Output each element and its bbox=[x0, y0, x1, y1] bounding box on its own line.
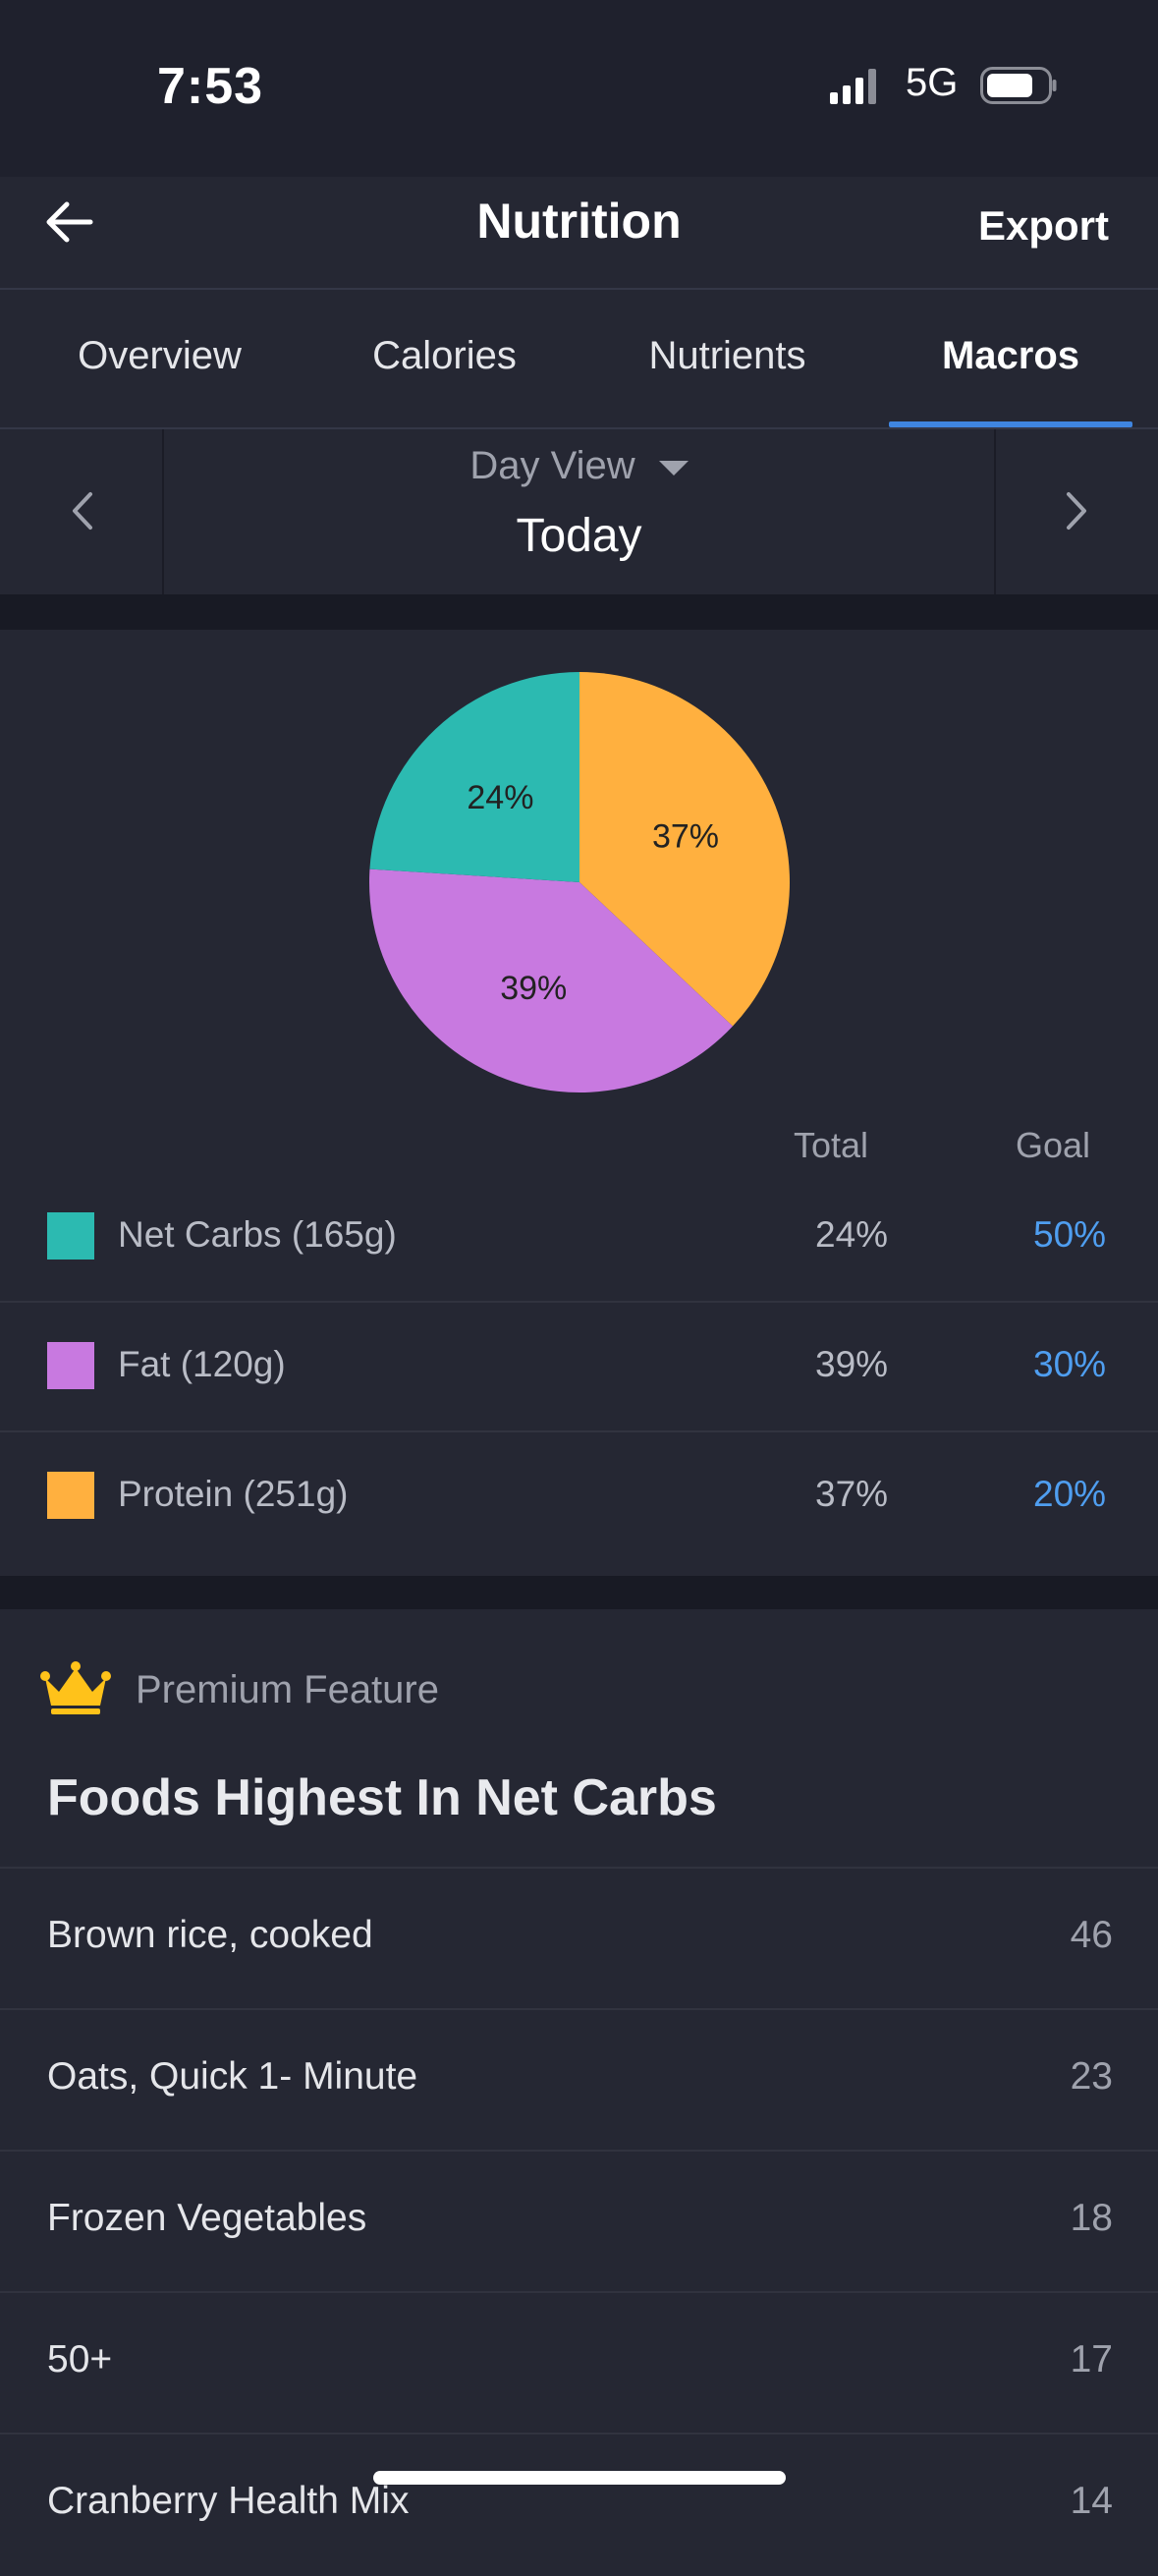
day-selector bbox=[0, 429, 1158, 594]
divider bbox=[0, 1867, 1158, 1869]
macro-label: Net Carbs (165g) bbox=[118, 1214, 397, 1255]
food-name: Oats, Quick 1- Minute bbox=[47, 2055, 418, 2098]
arrow-left-icon[interactable] bbox=[39, 193, 98, 252]
export-button[interactable]: Export bbox=[977, 202, 1109, 249]
divider bbox=[0, 2433, 1158, 2435]
caret-down-icon bbox=[658, 460, 689, 476]
date-label: Today bbox=[516, 510, 642, 562]
macro-label: Protein (251g) bbox=[118, 1474, 349, 1514]
crown-icon bbox=[40, 1661, 111, 1714]
column-header-total: Total bbox=[794, 1125, 869, 1165]
pie-slice-net-carbs bbox=[369, 672, 579, 882]
section-separator bbox=[0, 1576, 1158, 1609]
page-title: Nutrition bbox=[476, 194, 682, 249]
status-bar bbox=[0, 0, 1158, 177]
list-item[interactable]: Cranberry Health Mix 14 bbox=[0, 2435, 1158, 2576]
food-value: 14 bbox=[1070, 2480, 1113, 2522]
legend-swatch bbox=[47, 1472, 94, 1519]
food-value: 46 bbox=[1070, 1914, 1113, 1956]
macros-pie-chart: 37% 39% 24% bbox=[369, 672, 790, 1092]
view-mode-dropdown[interactable]: Day View bbox=[0, 444, 1158, 488]
pie-label-protein: 37% bbox=[652, 817, 719, 855]
macro-row-protein[interactable]: Protein (251g) 37% 20% bbox=[0, 1432, 1158, 1560]
food-value: 18 bbox=[1070, 2197, 1113, 2239]
column-header-goal: Goal bbox=[1016, 1125, 1091, 1165]
pie-label-net-carbs: 24% bbox=[467, 779, 533, 816]
divider bbox=[0, 2150, 1158, 2152]
pie-slice-fat bbox=[369, 868, 733, 1092]
view-mode-label: Day View bbox=[469, 444, 635, 487]
legend-swatch bbox=[47, 1212, 94, 1260]
premium-section bbox=[0, 1609, 1158, 2511]
list-item[interactable]: 50+ 17 bbox=[0, 2293, 1158, 2435]
divider bbox=[0, 288, 1158, 290]
macro-total: 37% bbox=[815, 1474, 889, 1514]
section-separator bbox=[0, 594, 1158, 630]
macro-row-net-carbs[interactable]: Net Carbs (165g) 24% 50% bbox=[0, 1173, 1158, 1301]
food-name: Frozen Vegetables bbox=[47, 2197, 367, 2239]
macro-total: 24% bbox=[815, 1214, 889, 1255]
food-value: 23 bbox=[1070, 2055, 1113, 2098]
divider bbox=[0, 1301, 1158, 1303]
food-name: Cranberry Health Mix bbox=[47, 2480, 410, 2522]
legend-swatch bbox=[47, 1342, 94, 1389]
divider bbox=[994, 429, 996, 594]
pie-label-fat: 39% bbox=[500, 970, 567, 1007]
pie-slice-protein bbox=[579, 672, 790, 1027]
divider bbox=[0, 1430, 1158, 1432]
active-tab-indicator bbox=[889, 421, 1132, 427]
divider bbox=[0, 427, 1158, 429]
macro-goal: 30% bbox=[1033, 1344, 1107, 1384]
macro-label: Fat (120g) bbox=[118, 1344, 286, 1384]
divider bbox=[0, 2008, 1158, 2010]
network-label: 5G bbox=[906, 61, 959, 104]
status-time: 7:53 bbox=[157, 58, 264, 115]
tab-bar bbox=[0, 290, 1158, 427]
divider bbox=[0, 2291, 1158, 2293]
signal-bars-icon bbox=[830, 69, 876, 104]
tab-nutrients[interactable]: Nutrients bbox=[648, 334, 806, 377]
list-item[interactable]: Brown rice, cooked 46 bbox=[0, 1869, 1158, 2010]
list-item[interactable]: Oats, Quick 1- Minute 23 bbox=[0, 2010, 1158, 2152]
chevron-right-icon[interactable] bbox=[1051, 486, 1100, 535]
food-name: Brown rice, cooked bbox=[47, 1914, 373, 1956]
food-value: 17 bbox=[1070, 2338, 1113, 2380]
list-item[interactable]: Frozen Vegetables 18 bbox=[0, 2152, 1158, 2293]
tab-calories[interactable]: Calories bbox=[372, 334, 517, 377]
food-name: 50+ bbox=[47, 2338, 113, 2380]
chevron-left-icon[interactable] bbox=[59, 486, 108, 535]
macro-goal: 20% bbox=[1033, 1474, 1107, 1514]
premium-feature-label: Premium Feature bbox=[136, 1668, 439, 1711]
divider bbox=[162, 429, 164, 594]
battery-icon bbox=[980, 67, 1057, 104]
macro-total: 39% bbox=[815, 1344, 889, 1384]
tab-overview[interactable]: Overview bbox=[78, 334, 242, 377]
tab-macros[interactable]: Macros bbox=[941, 334, 1080, 377]
macro-goal: 50% bbox=[1033, 1214, 1107, 1255]
section-title: Foods Highest In Net Carbs bbox=[47, 1769, 717, 1826]
macro-row-fat[interactable]: Fat (120g) 39% 30% bbox=[0, 1303, 1158, 1430]
home-indicator[interactable] bbox=[373, 2471, 786, 2485]
